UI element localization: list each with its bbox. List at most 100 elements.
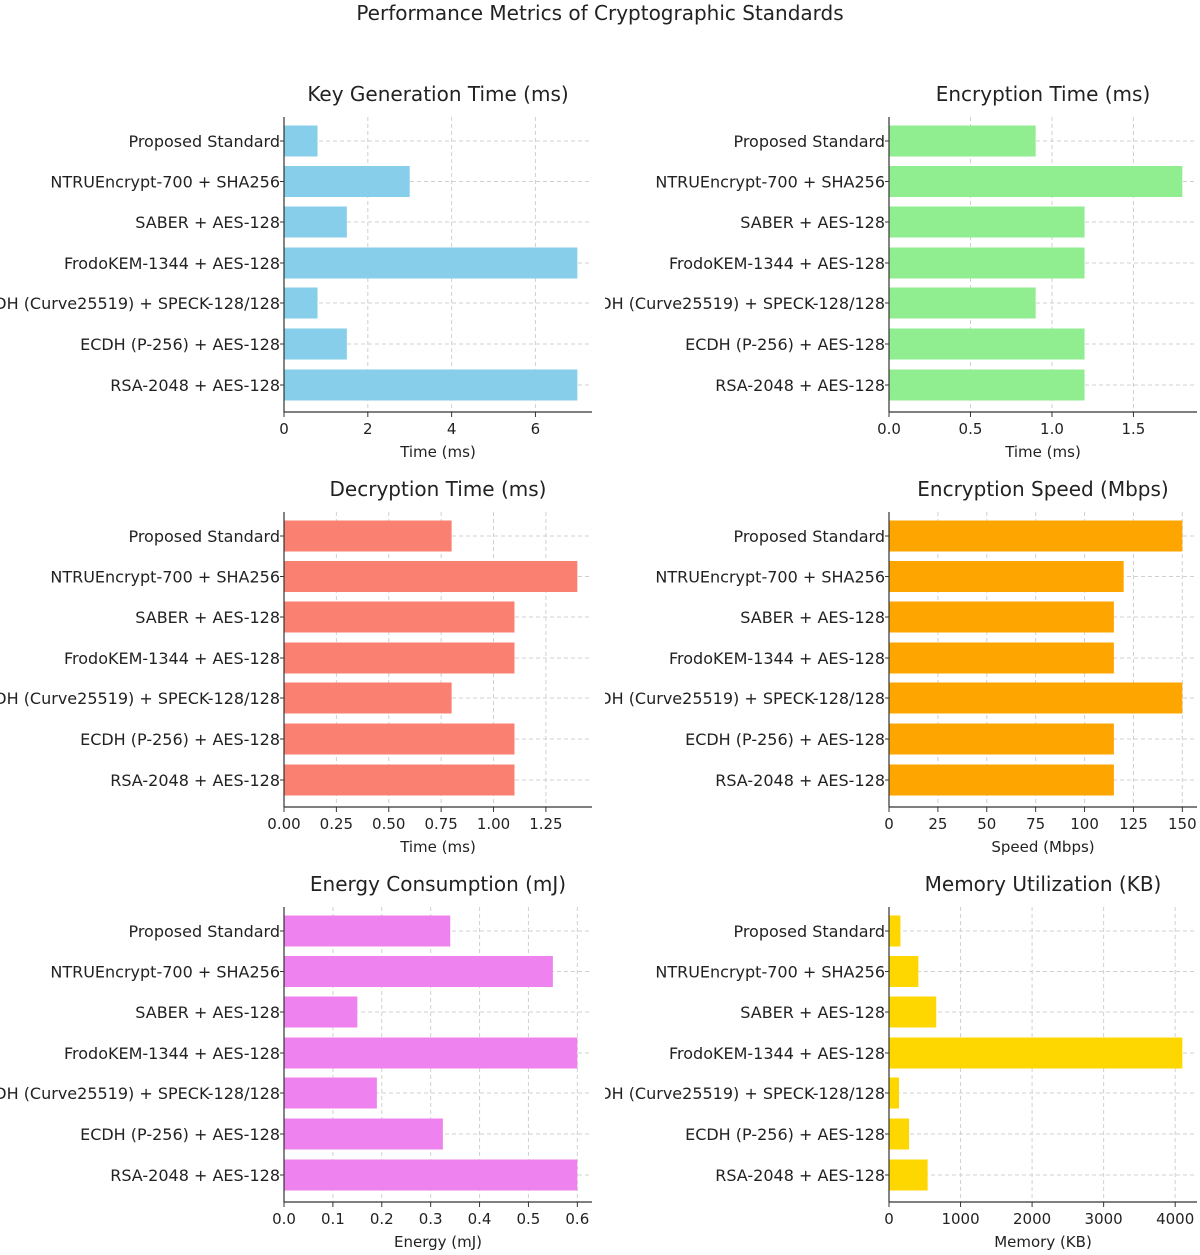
bar-ecdh-curve25519-speck-128-128 <box>889 1077 900 1109</box>
chart-encryption-time: Encryption Time (ms) Proposed Standard NTR… <box>605 70 1200 465</box>
chart-energy-consumption: Energy Consumption (mJ) Proposed Standard… <box>0 860 600 1255</box>
category-label: Proposed Standard <box>733 922 885 941</box>
chart-svg: Key Generation Time (ms) Proposed Standar… <box>0 82 592 461</box>
category-label: RSA-2048 + AES-128 <box>110 771 280 790</box>
x-tick-label: 2 <box>363 420 373 438</box>
bar-ntruencrypt-700-sha256 <box>889 956 919 987</box>
bar-ecdh-curve25519-speck-128-128 <box>284 682 452 714</box>
category-label: ECDH (P-256) + AES-128 <box>80 1125 280 1144</box>
chart-decryption-time: Decryption Time (ms) Proposed Standard NTR… <box>0 465 600 860</box>
category-label: NTRUEncrypt-700 + SHA256 <box>655 568 885 587</box>
bar-frodokem-1344-aes-128 <box>284 247 578 279</box>
x-axis-label: Time (ms) <box>1004 443 1081 461</box>
x-tick-label: 0.0 <box>272 1210 296 1228</box>
x-tick-label: 1.00 <box>477 815 510 833</box>
category-label: ECDH (Curve25519) + SPECK-128/128 <box>0 1084 280 1103</box>
x-tick-label: 1.25 <box>529 815 562 833</box>
category-label: FrodoKEM-1344 + AES-128 <box>64 649 280 668</box>
bar-saber-aes-128 <box>284 206 347 238</box>
x-tick-label: 0.25 <box>320 815 353 833</box>
bar-ntruencrypt-700-sha256 <box>889 561 1124 592</box>
bar-rsa-2048-aes-128 <box>889 764 1114 796</box>
category-label: NTRUEncrypt-700 + SHA256 <box>50 568 280 587</box>
bar-frodokem-1344-aes-128 <box>889 1037 1183 1069</box>
category-label: FrodoKEM-1344 + AES-128 <box>64 254 280 273</box>
bar-rsa-2048-aes-128 <box>284 1159 578 1191</box>
category-label: FrodoKEM-1344 + AES-128 <box>669 1044 885 1063</box>
chart-svg: Encryption Speed (Mbps) Proposed Standard… <box>605 477 1197 856</box>
category-label: ECDH (Curve25519) + SPECK-128/128 <box>0 294 280 313</box>
x-tick-label: 75 <box>1026 815 1045 833</box>
category-label: FrodoKEM-1344 + AES-128 <box>64 1044 280 1063</box>
category-label: NTRUEncrypt-700 + SHA256 <box>50 173 280 192</box>
bar-rsa-2048-aes-128 <box>889 1159 928 1191</box>
x-tick-label: 125 <box>1119 815 1148 833</box>
bar-saber-aes-128 <box>284 601 515 633</box>
x-tick-label: 0.75 <box>424 815 457 833</box>
category-label: SABER + AES-128 <box>740 213 885 232</box>
x-tick-label: 1.5 <box>1122 420 1146 438</box>
category-label: ECDH (P-256) + AES-128 <box>80 335 280 354</box>
bar-frodokem-1344-aes-128 <box>284 642 515 674</box>
x-tick-label: 0.0 <box>877 420 901 438</box>
bar-ecdh-p-256-aes-128 <box>889 1118 910 1150</box>
x-tick-label: 0.1 <box>321 1210 345 1228</box>
category-label: ECDH (P-256) + AES-128 <box>80 730 280 749</box>
chart-title: Energy Consumption (mJ) <box>310 872 566 896</box>
x-tick-label: 0 <box>884 1210 894 1228</box>
category-label: NTRUEncrypt-700 + SHA256 <box>655 963 885 982</box>
category-label: ECDH (Curve25519) + SPECK-128/128 <box>605 689 885 708</box>
x-tick-label: 0.00 <box>267 815 300 833</box>
bar-ecdh-p-256-aes-128 <box>889 328 1085 360</box>
category-label: NTRUEncrypt-700 + SHA256 <box>655 173 885 192</box>
bar-frodokem-1344-aes-128 <box>889 247 1085 279</box>
bar-ntruencrypt-700-sha256 <box>284 561 578 592</box>
bar-frodokem-1344-aes-128 <box>889 642 1114 674</box>
bar-rsa-2048-aes-128 <box>284 764 515 796</box>
x-tick-label: 0 <box>884 815 894 833</box>
x-tick-label: 0.6 <box>565 1210 589 1228</box>
bar-proposed-standard <box>284 125 318 157</box>
x-axis-label: Speed (Mbps) <box>991 838 1094 856</box>
bar-saber-aes-128 <box>889 206 1085 238</box>
category-label: SABER + AES-128 <box>135 1003 280 1022</box>
category-label: ECDH (P-256) + AES-128 <box>685 335 885 354</box>
chart-svg: Energy Consumption (mJ) Proposed Standard… <box>0 872 592 1251</box>
category-label: Proposed Standard <box>733 527 885 546</box>
x-tick-label: 0.5 <box>959 420 983 438</box>
category-label: RSA-2048 + AES-128 <box>110 1166 280 1185</box>
bar-saber-aes-128 <box>284 996 358 1028</box>
bar-ecdh-p-256-aes-128 <box>284 723 515 755</box>
x-tick-label: 3000 <box>1085 1210 1123 1228</box>
chart-svg: Memory Utilization (KB) Proposed Standard… <box>605 872 1197 1251</box>
category-label: RSA-2048 + AES-128 <box>715 1166 885 1185</box>
chart-encryption-speed: Encryption Speed (Mbps) Proposed Standard… <box>605 465 1200 860</box>
bar-ecdh-p-256-aes-128 <box>889 723 1114 755</box>
bar-ecdh-curve25519-speck-128-128 <box>889 287 1036 319</box>
category-label: RSA-2048 + AES-128 <box>715 376 885 395</box>
bar-ecdh-p-256-aes-128 <box>284 328 347 360</box>
category-label: FrodoKEM-1344 + AES-128 <box>669 649 885 668</box>
category-label: RSA-2048 + AES-128 <box>110 376 280 395</box>
chart-memory-utilization: Memory Utilization (KB) Proposed Standard… <box>605 860 1200 1255</box>
category-label: Proposed Standard <box>128 922 280 941</box>
category-label: ECDH (Curve25519) + SPECK-128/128 <box>605 1084 885 1103</box>
bar-rsa-2048-aes-128 <box>284 369 578 401</box>
x-tick-label: 0.2 <box>370 1210 394 1228</box>
x-axis-label: Time (ms) <box>399 838 476 856</box>
x-tick-label: 150 <box>1168 815 1197 833</box>
category-label: ECDH (P-256) + AES-128 <box>685 1125 885 1144</box>
category-label: ECDH (Curve25519) + SPECK-128/128 <box>0 689 280 708</box>
bar-ntruencrypt-700-sha256 <box>284 956 553 987</box>
chart-title: Encryption Time (ms) <box>936 82 1151 106</box>
bar-proposed-standard <box>889 915 901 947</box>
bar-ecdh-curve25519-speck-128-128 <box>284 1077 377 1109</box>
category-label: NTRUEncrypt-700 + SHA256 <box>50 963 280 982</box>
x-tick-label: 0.5 <box>517 1210 541 1228</box>
chart-svg: Decryption Time (ms) Proposed Standard NTR… <box>0 477 592 856</box>
chart-key-generation-time: Key Generation Time (ms) Proposed Standar… <box>0 70 600 465</box>
x-tick-label: 1000 <box>941 1210 979 1228</box>
x-tick-label: 0.3 <box>419 1210 443 1228</box>
x-tick-label: 4 <box>447 420 457 438</box>
bar-saber-aes-128 <box>889 996 937 1028</box>
